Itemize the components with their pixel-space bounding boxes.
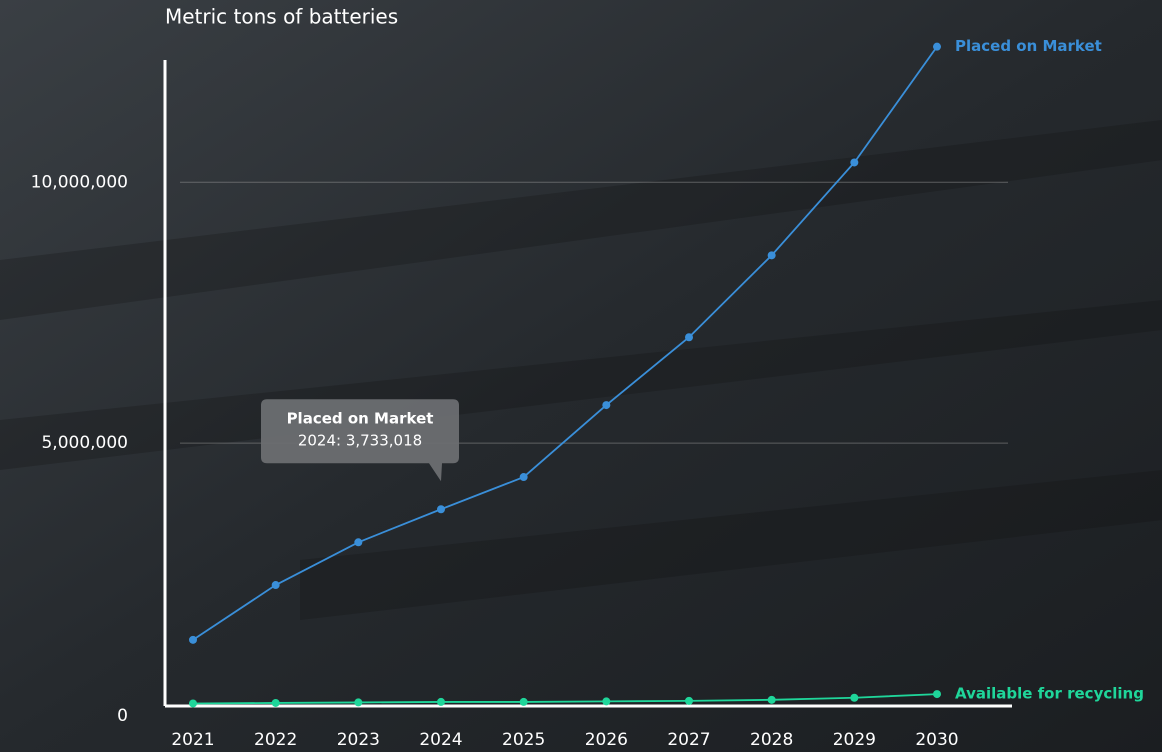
y-tick-label: 5,000,000 (41, 433, 128, 453)
data-point (933, 690, 941, 699)
x-tick-label: 2023 (337, 730, 380, 750)
x-tick-label: 2024 (419, 730, 462, 750)
data-point (354, 538, 363, 547)
data-point (354, 698, 363, 707)
tooltip-text: 2024: 3,733,018 (298, 432, 422, 450)
data-point (685, 333, 693, 342)
x-tick-label: 2030 (915, 730, 958, 750)
x-tick-label: 2021 (171, 730, 214, 750)
tooltip: Placed on Market 2024: 3,733,018 (261, 399, 459, 482)
x-tick-label: 2026 (585, 730, 628, 750)
data-point (767, 251, 776, 260)
x-tick-label: 2022 (254, 730, 297, 750)
data-point (189, 699, 197, 708)
data-point (685, 696, 693, 705)
data-point (271, 581, 280, 590)
series-line (192, 693, 938, 705)
x-tick-label: 2025 (502, 730, 545, 750)
data-point (189, 635, 197, 644)
data-point (602, 401, 611, 410)
data-point (850, 693, 859, 702)
data-point (271, 698, 280, 707)
data-point (850, 158, 859, 167)
data-point (519, 473, 528, 482)
tooltip-title: Placed on Market (287, 410, 434, 428)
y-axis-title: Metric tons of batteries (165, 5, 398, 29)
x-tick-label: 2027 (667, 730, 710, 750)
data-point (767, 695, 776, 704)
series-line (192, 46, 938, 641)
y-tick-label: 0 (117, 706, 128, 726)
data-point (437, 697, 445, 706)
x-tick-label: 2028 (750, 730, 793, 750)
data-point (933, 42, 941, 51)
data-point (437, 505, 445, 514)
y-tick-label: 10,000,000 (31, 172, 128, 192)
data-point (519, 697, 528, 706)
data-point (602, 697, 611, 706)
x-tick-label: 2029 (833, 730, 876, 750)
tooltip-box (261, 399, 459, 482)
series-label: Placed on Market (955, 37, 1102, 55)
series-label: Available for recycling (955, 685, 1144, 703)
